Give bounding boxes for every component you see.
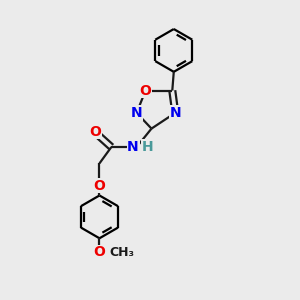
- Text: O: O: [89, 124, 101, 139]
- Text: N: N: [169, 106, 181, 120]
- Text: N: N: [127, 140, 139, 154]
- Text: N: N: [131, 106, 142, 120]
- Text: CH₃: CH₃: [109, 246, 134, 259]
- Text: O: O: [94, 245, 105, 259]
- Text: O: O: [140, 84, 152, 98]
- Text: O: O: [94, 179, 105, 193]
- Text: H: H: [142, 140, 154, 154]
